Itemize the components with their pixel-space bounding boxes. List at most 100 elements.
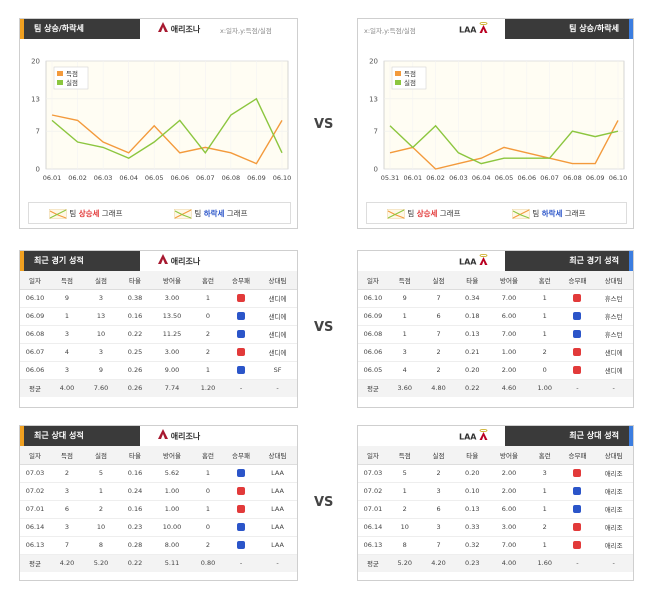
lose-badge-icon (237, 523, 245, 531)
table-cell: 2 (192, 536, 224, 555)
table-cell: 애리조 (594, 482, 633, 501)
x-tick-label: 06.07 (540, 174, 559, 182)
lose-badge-icon (237, 469, 245, 477)
up-graph-icon (386, 208, 406, 220)
table-cell: 3.00 (152, 343, 192, 362)
column-header: 상대팀 (258, 271, 297, 290)
left-team-name: 애리조나 (170, 25, 201, 34)
table-cell: 1 (192, 361, 224, 380)
arizona-logo-icon (158, 429, 168, 444)
column-header: 상대팀 (594, 446, 633, 465)
table-cell: 8 (84, 536, 118, 555)
table-cell: 1 (50, 307, 84, 326)
lose-badge-icon (237, 366, 245, 374)
right-team-name: LAA (459, 25, 477, 35)
column-header: 일자 (20, 446, 50, 465)
table-cell: 13.50 (152, 307, 192, 326)
result-cell (224, 325, 258, 344)
column-header: 방어율 (152, 271, 192, 290)
table-cell: 6 (421, 307, 456, 326)
average-cell: 평균 (20, 379, 50, 397)
column-header: 승무패 (560, 446, 595, 465)
win-badge-icon (573, 523, 582, 531)
down-graph-icon (511, 208, 531, 220)
average-cell: 1.60 (528, 554, 561, 572)
scored-series-line (51, 114, 283, 165)
table-cell: 6.00 (489, 500, 529, 519)
arizona-logo-icon (158, 22, 168, 37)
table-cell: 0 (528, 361, 561, 380)
table-cell: 2.00 (489, 464, 529, 483)
table-cell: LAA (258, 536, 297, 555)
table-cell: 3.00 (152, 289, 192, 308)
table-cell: 애리조 (594, 536, 633, 555)
left-h2h-panel: 최근 상대 성적 애리조나 일자 득점 실점 타율 방어율 홈런 승무패 상대팀 07.03 2 5… (19, 425, 298, 581)
win-badge-icon (237, 487, 245, 495)
table-cell: 7 (421, 536, 456, 555)
left-trend-chart: 20 13 7 006.01 06.02 06.03 06.04 06.05 06.06 06.0… (31, 58, 291, 183)
table-row: 06.13 7 8 0.28 8.00 2 LAA (20, 536, 297, 555)
x-tick-label: 05.31 (381, 174, 400, 182)
right-h2h-panel: LAA 최근 상대 성적 일자 득점 실점 타율 방어율 홈런 승무패 상대팀 07.03 5 2 0… (357, 425, 634, 581)
table-cell: 9.00 (152, 361, 192, 380)
column-header: 일자 (20, 271, 50, 290)
angels-logo-icon (479, 429, 488, 445)
win-badge-icon (573, 469, 582, 477)
table-cell: 2.00 (489, 482, 529, 501)
average-cell: 4.60 (489, 379, 529, 397)
lose-badge-icon (237, 312, 245, 320)
column-header: 실점 (84, 446, 118, 465)
right-recent-team: LAA (459, 254, 488, 270)
x-tick-label: 06.06 (517, 174, 536, 182)
x-tick-label: 06.05 (145, 174, 164, 182)
table-cell: 샌디에 (258, 343, 297, 362)
table-cell: 06.10 (20, 289, 50, 308)
table-cell: 6.00 (489, 307, 529, 326)
table-cell: 0.13 (455, 500, 490, 519)
allowed-legend-swatch (57, 80, 63, 85)
table-cell: 1 (528, 307, 561, 326)
column-header: 방어율 (152, 446, 192, 465)
table-row: 06.06 3 9 0.26 9.00 1 SF (20, 361, 297, 380)
average-cell: 0.80 (192, 554, 224, 572)
column-header: 방어율 (489, 271, 529, 290)
table-cell: 2 (528, 343, 561, 362)
table-cell: 8.00 (152, 536, 192, 555)
right-legend-up: 팀 상승세 그래프 (386, 208, 460, 220)
x-tick-label: 06.06 (170, 174, 189, 182)
left-h2h-team: 애리조나 (158, 429, 200, 444)
average-cell: 4.00 (50, 379, 84, 397)
result-cell (560, 482, 595, 501)
average-cell: 0.23 (455, 554, 490, 572)
table-cell: 06.05 (358, 361, 388, 380)
y-tick-label: 0 (36, 166, 40, 174)
x-tick-label: 06.05 (495, 174, 514, 182)
table-cell: 5.62 (152, 464, 192, 483)
table-row: 06.09 1 6 0.18 6.00 1 휴스턴 (358, 307, 633, 326)
scored-legend-label: 득점 (66, 70, 78, 78)
down-graph-icon (173, 208, 193, 220)
table-cell: 7 (50, 536, 84, 555)
result-cell (560, 289, 595, 308)
table-row: 06.10 9 3 0.38 3.00 1 샌디에 (20, 289, 297, 308)
lose-badge-icon (573, 505, 582, 513)
average-cell: 7.74 (152, 379, 192, 397)
table-row: 07.02 1 3 0.10 2.00 1 애리조 (358, 482, 633, 501)
table-cell: 샌디에 (258, 325, 297, 344)
table-cell: LAA (258, 482, 297, 501)
table-row: 07.03 2 5 0.16 5.62 1 LAA (20, 464, 297, 483)
table-row: 06.14 10 3 0.33 3.00 2 애리조 (358, 518, 633, 537)
result-cell (224, 518, 258, 537)
right-team-label: LAA (459, 22, 488, 38)
table-cell: 3 (84, 343, 118, 362)
right-axis-note: x:일자,y:득점/실점 (364, 27, 416, 35)
result-cell (560, 361, 595, 380)
result-cell (224, 464, 258, 483)
table-cell: 0.10 (455, 482, 490, 501)
table-cell: 07.03 (358, 464, 388, 483)
angels-logo-icon (479, 254, 488, 270)
allowed-series-line (51, 97, 283, 159)
x-tick-label: 06.03 (94, 174, 113, 182)
table-cell: 07.02 (20, 482, 50, 501)
table-cell: 휴스턴 (594, 307, 633, 326)
